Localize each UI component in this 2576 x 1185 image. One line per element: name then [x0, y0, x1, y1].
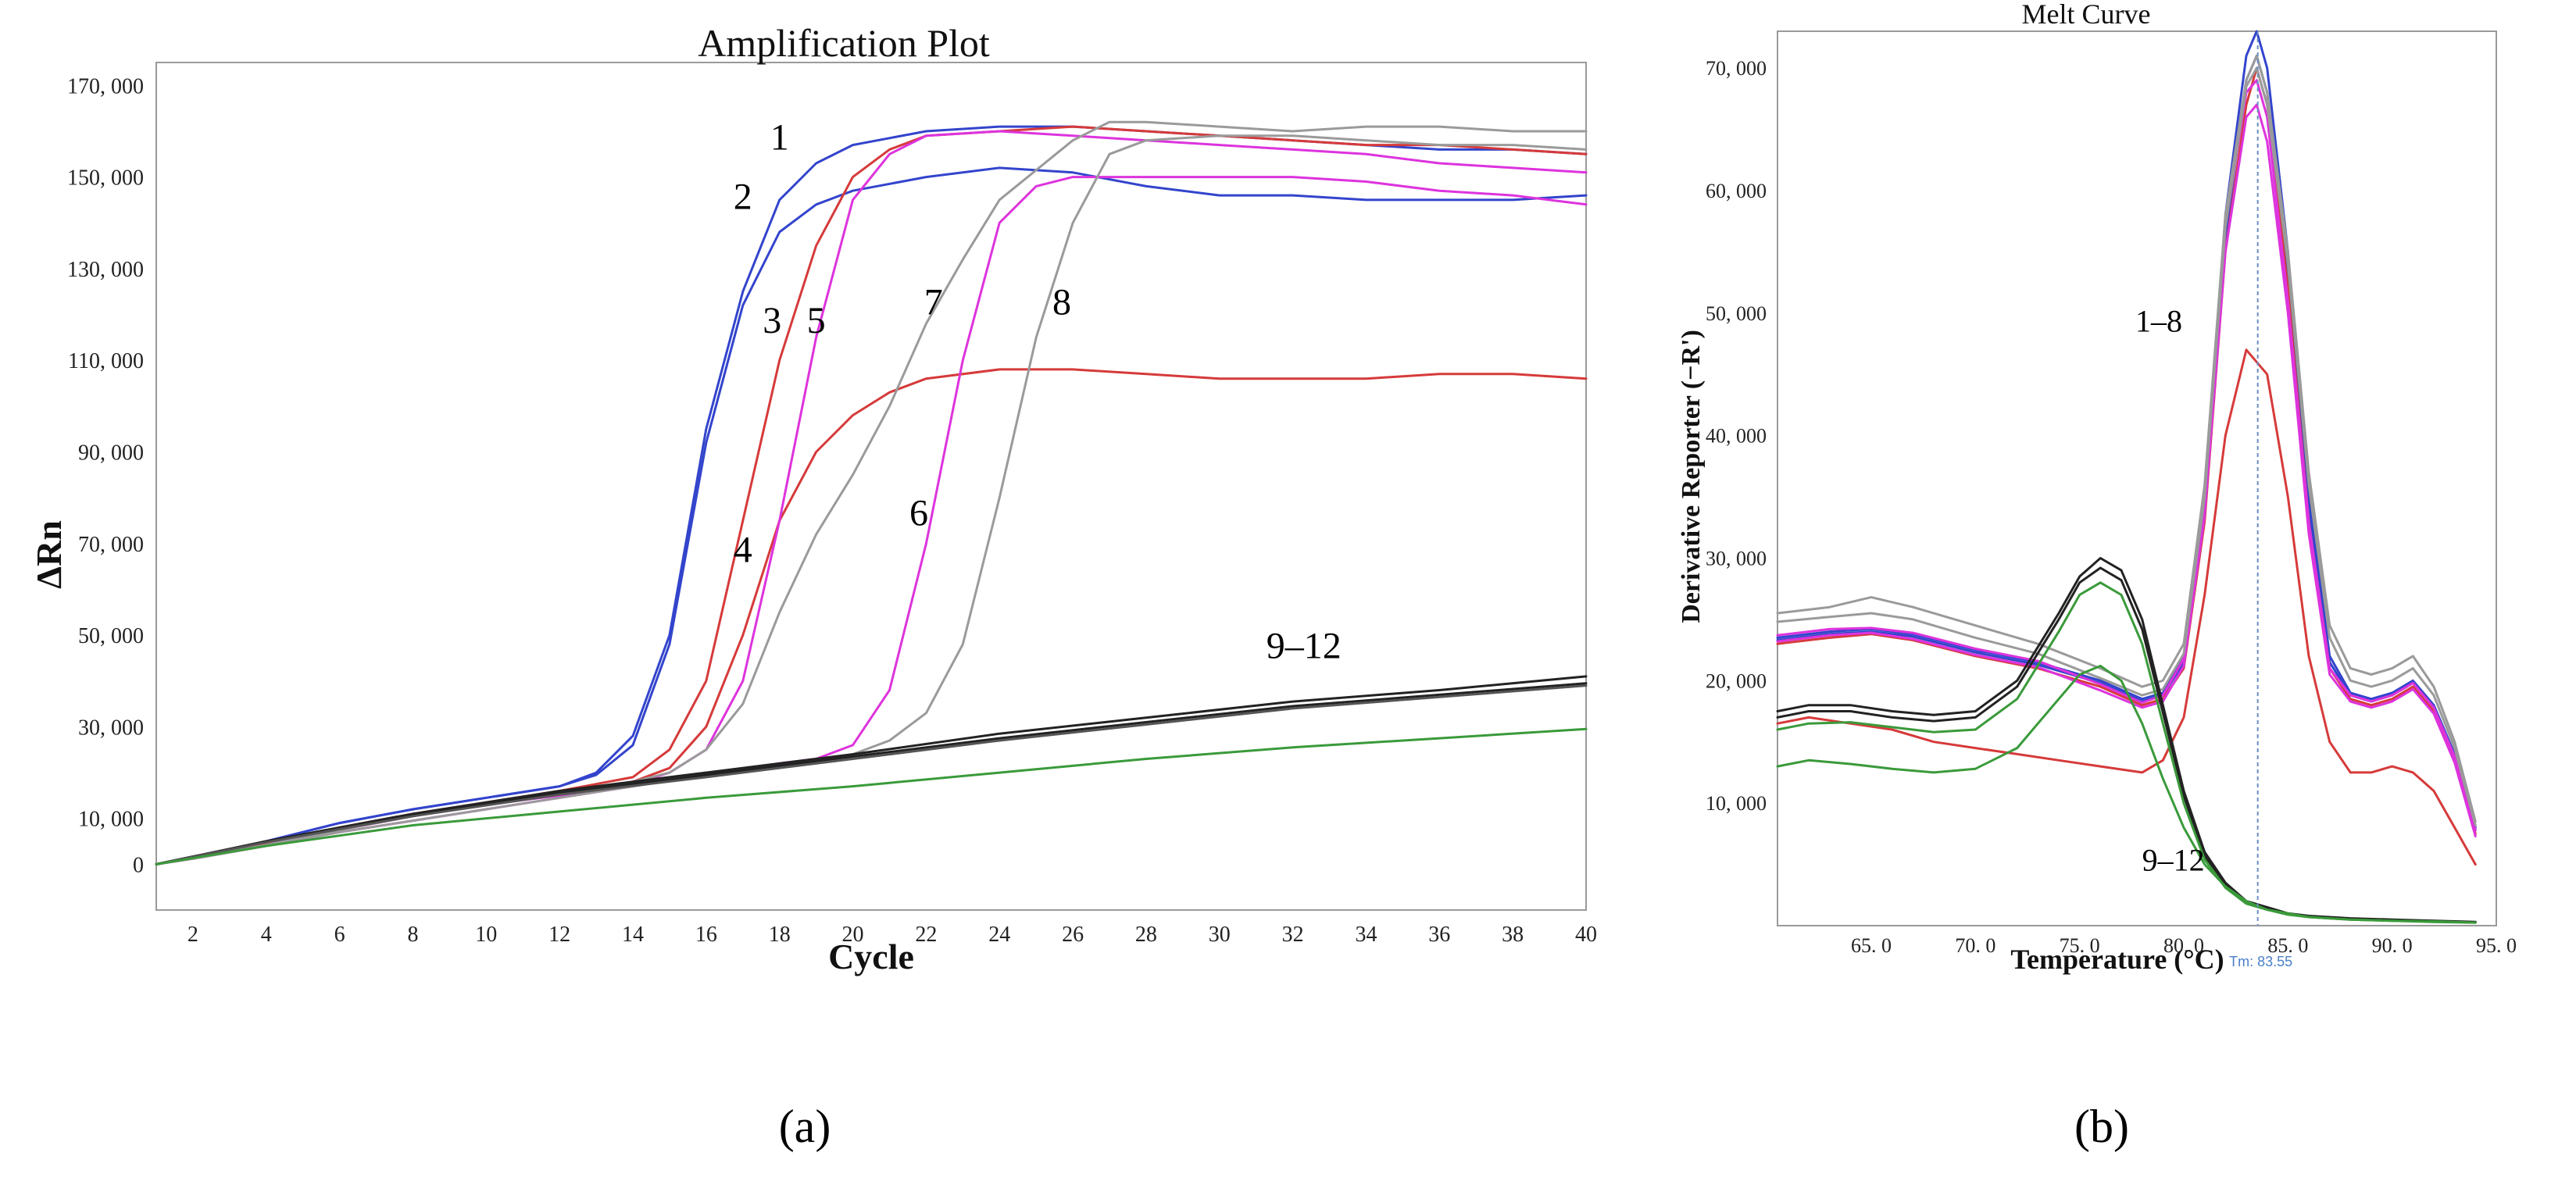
curve-annotation: 2	[734, 177, 752, 218]
y-tick-label: 30, 000	[78, 716, 144, 740]
amplification-x-axis-label: Cycle	[828, 937, 914, 976]
melt-series-9	[1776, 557, 2477, 923]
melt-series-5	[1776, 79, 2477, 832]
curve-annotation: 7	[924, 282, 943, 323]
melt-y-axis-label: Derivative Reporter (−R')	[1677, 330, 1706, 623]
amplification-plot-frame	[155, 62, 1587, 911]
amplification-series-8	[155, 134, 1588, 866]
amplification-series-10	[155, 682, 1588, 866]
x-tick-label: 36	[1428, 923, 1450, 947]
melt-curve-frame	[1777, 30, 2497, 926]
x-tick-label: 32	[1282, 923, 1304, 947]
panel-label-a: (a)	[779, 1101, 831, 1152]
amplification-y-ticks: 0 10, 000 30, 000 50, 000 70, 000 90, 000 110,…	[67, 74, 144, 877]
amplification-curves	[155, 120, 1588, 866]
x-tick-label: 2	[188, 923, 198, 947]
melt-series-1	[1776, 30, 2477, 829]
melt-series-6	[1776, 103, 2477, 837]
melt-series-8	[1776, 66, 2477, 826]
curve-annotation: 6	[909, 492, 928, 534]
y-tick-label: 70, 000	[78, 533, 144, 557]
x-tick-label: 18	[769, 923, 791, 947]
amplification-series-11	[155, 684, 1588, 866]
curve-annotation: 8	[1052, 282, 1071, 323]
x-tick-label: 16	[695, 923, 717, 947]
amplification-series-6	[155, 176, 1588, 866]
y-tick-label: 10, 000	[1706, 792, 1767, 815]
y-tick-label: 40, 000	[1706, 425, 1767, 448]
x-tick-label: 12	[548, 923, 570, 947]
x-tick-label: 40	[1575, 923, 1597, 947]
y-tick-label: 60, 000	[1706, 180, 1767, 202]
x-tick-label: 20	[842, 923, 864, 947]
melt-x-ticks: 65. 0 70. 0 75. 0 80. 0 85. 0 90. 0 95. 0	[1851, 934, 2517, 957]
x-tick-label: 24	[988, 923, 1010, 947]
y-tick-label: 50, 000	[1706, 302, 1767, 325]
melt-y-ticks: 10, 000 20, 000 30, 000 40, 000 50, 000 60, 0…	[1706, 57, 1767, 815]
x-tick-label: 4	[261, 923, 272, 947]
x-tick-label: 85. 0	[2267, 934, 2308, 957]
y-tick-label: 90, 000	[78, 441, 144, 466]
y-tick-label: 10, 000	[78, 808, 144, 832]
x-tick-label: 95. 0	[2476, 934, 2517, 957]
melt-series-2	[1776, 54, 2477, 832]
x-tick-label: 28	[1135, 923, 1157, 947]
curve-annotation: 9–12	[1267, 625, 1342, 666]
x-tick-label: 6	[334, 923, 345, 947]
x-tick-label: 22	[915, 923, 937, 947]
melt-series-4	[1776, 348, 2477, 866]
x-tick-label: 75. 0	[2060, 934, 2100, 957]
x-tick-label: 80. 0	[2163, 934, 2204, 957]
curve-annotation: 5	[807, 300, 826, 341]
y-tick-label: 170, 000	[67, 74, 144, 98]
x-tick-label: 65. 0	[1851, 934, 1892, 957]
curve-annotation: 3	[763, 300, 781, 341]
x-tick-label: 10	[475, 923, 497, 947]
amplification-plot-title: Amplification Plot	[698, 21, 990, 65]
y-tick-label: 130, 000	[67, 258, 144, 282]
y-tick-label: 70, 000	[1706, 57, 1767, 80]
melt-series-3	[1776, 66, 2477, 835]
melt-series-10	[1776, 566, 2477, 924]
y-tick-label: 30, 000	[1706, 547, 1767, 569]
x-tick-label: 70. 0	[1955, 934, 1995, 957]
amplification-annotations: 12 3 5 7 8 4 6 9–12	[734, 116, 1342, 666]
panel-label-b: (b)	[2074, 1101, 2129, 1152]
tm-marker-label: Tm: 83.55	[2229, 954, 2292, 969]
x-tick-label: 30	[1209, 923, 1231, 947]
melt-annotations: 1–8 9–12	[2135, 303, 2205, 877]
y-tick-label: 150, 000	[67, 166, 144, 191]
melt-curve-plot: Melt Curve Temperature (°C) Derivative R…	[1677, 0, 2517, 1152]
amplification-series-4	[155, 368, 1588, 866]
x-tick-label: 8	[407, 923, 418, 947]
x-tick-label: 90. 0	[2372, 934, 2413, 957]
y-tick-label: 50, 000	[78, 624, 144, 648]
y-tick-label: 110, 000	[68, 349, 144, 373]
curve-annotation: 9–12	[2142, 842, 2205, 877]
amplification-series-9	[155, 675, 1588, 866]
curve-annotation: 1–8	[2135, 303, 2182, 338]
melt-curves	[1776, 30, 2477, 924]
melt-x-axis-label: Temperature (°C)	[2010, 944, 2224, 975]
y-tick-label: 0	[133, 853, 144, 877]
curve-annotation: 1	[770, 116, 789, 158]
amplification-x-ticks: 2 4 6 8 10 12 14 16 18 20 22 24 26 28 30 32 34 36 38 40	[188, 923, 1597, 947]
melt-curve-title: Melt Curve	[2022, 0, 2151, 30]
melt-series-12	[1776, 665, 2477, 924]
amplification-series-2	[155, 166, 1588, 866]
amplification-series-12	[155, 727, 1588, 866]
y-tick-label: 20, 000	[1706, 669, 1767, 692]
amplification-y-axis-label: ΔRn	[29, 520, 69, 589]
x-tick-label: 38	[1502, 923, 1524, 947]
melt-series-7	[1776, 54, 2477, 823]
amplification-plot: Amplification Plot Cycle ΔRn 2 4 6 8 10 12 14 1…	[29, 21, 1597, 1152]
x-tick-label: 34	[1355, 923, 1377, 947]
x-tick-label: 14	[622, 923, 644, 947]
x-tick-label: 26	[1062, 923, 1084, 947]
amplification-series-7	[155, 120, 1588, 866]
curve-annotation: 4	[734, 529, 752, 570]
